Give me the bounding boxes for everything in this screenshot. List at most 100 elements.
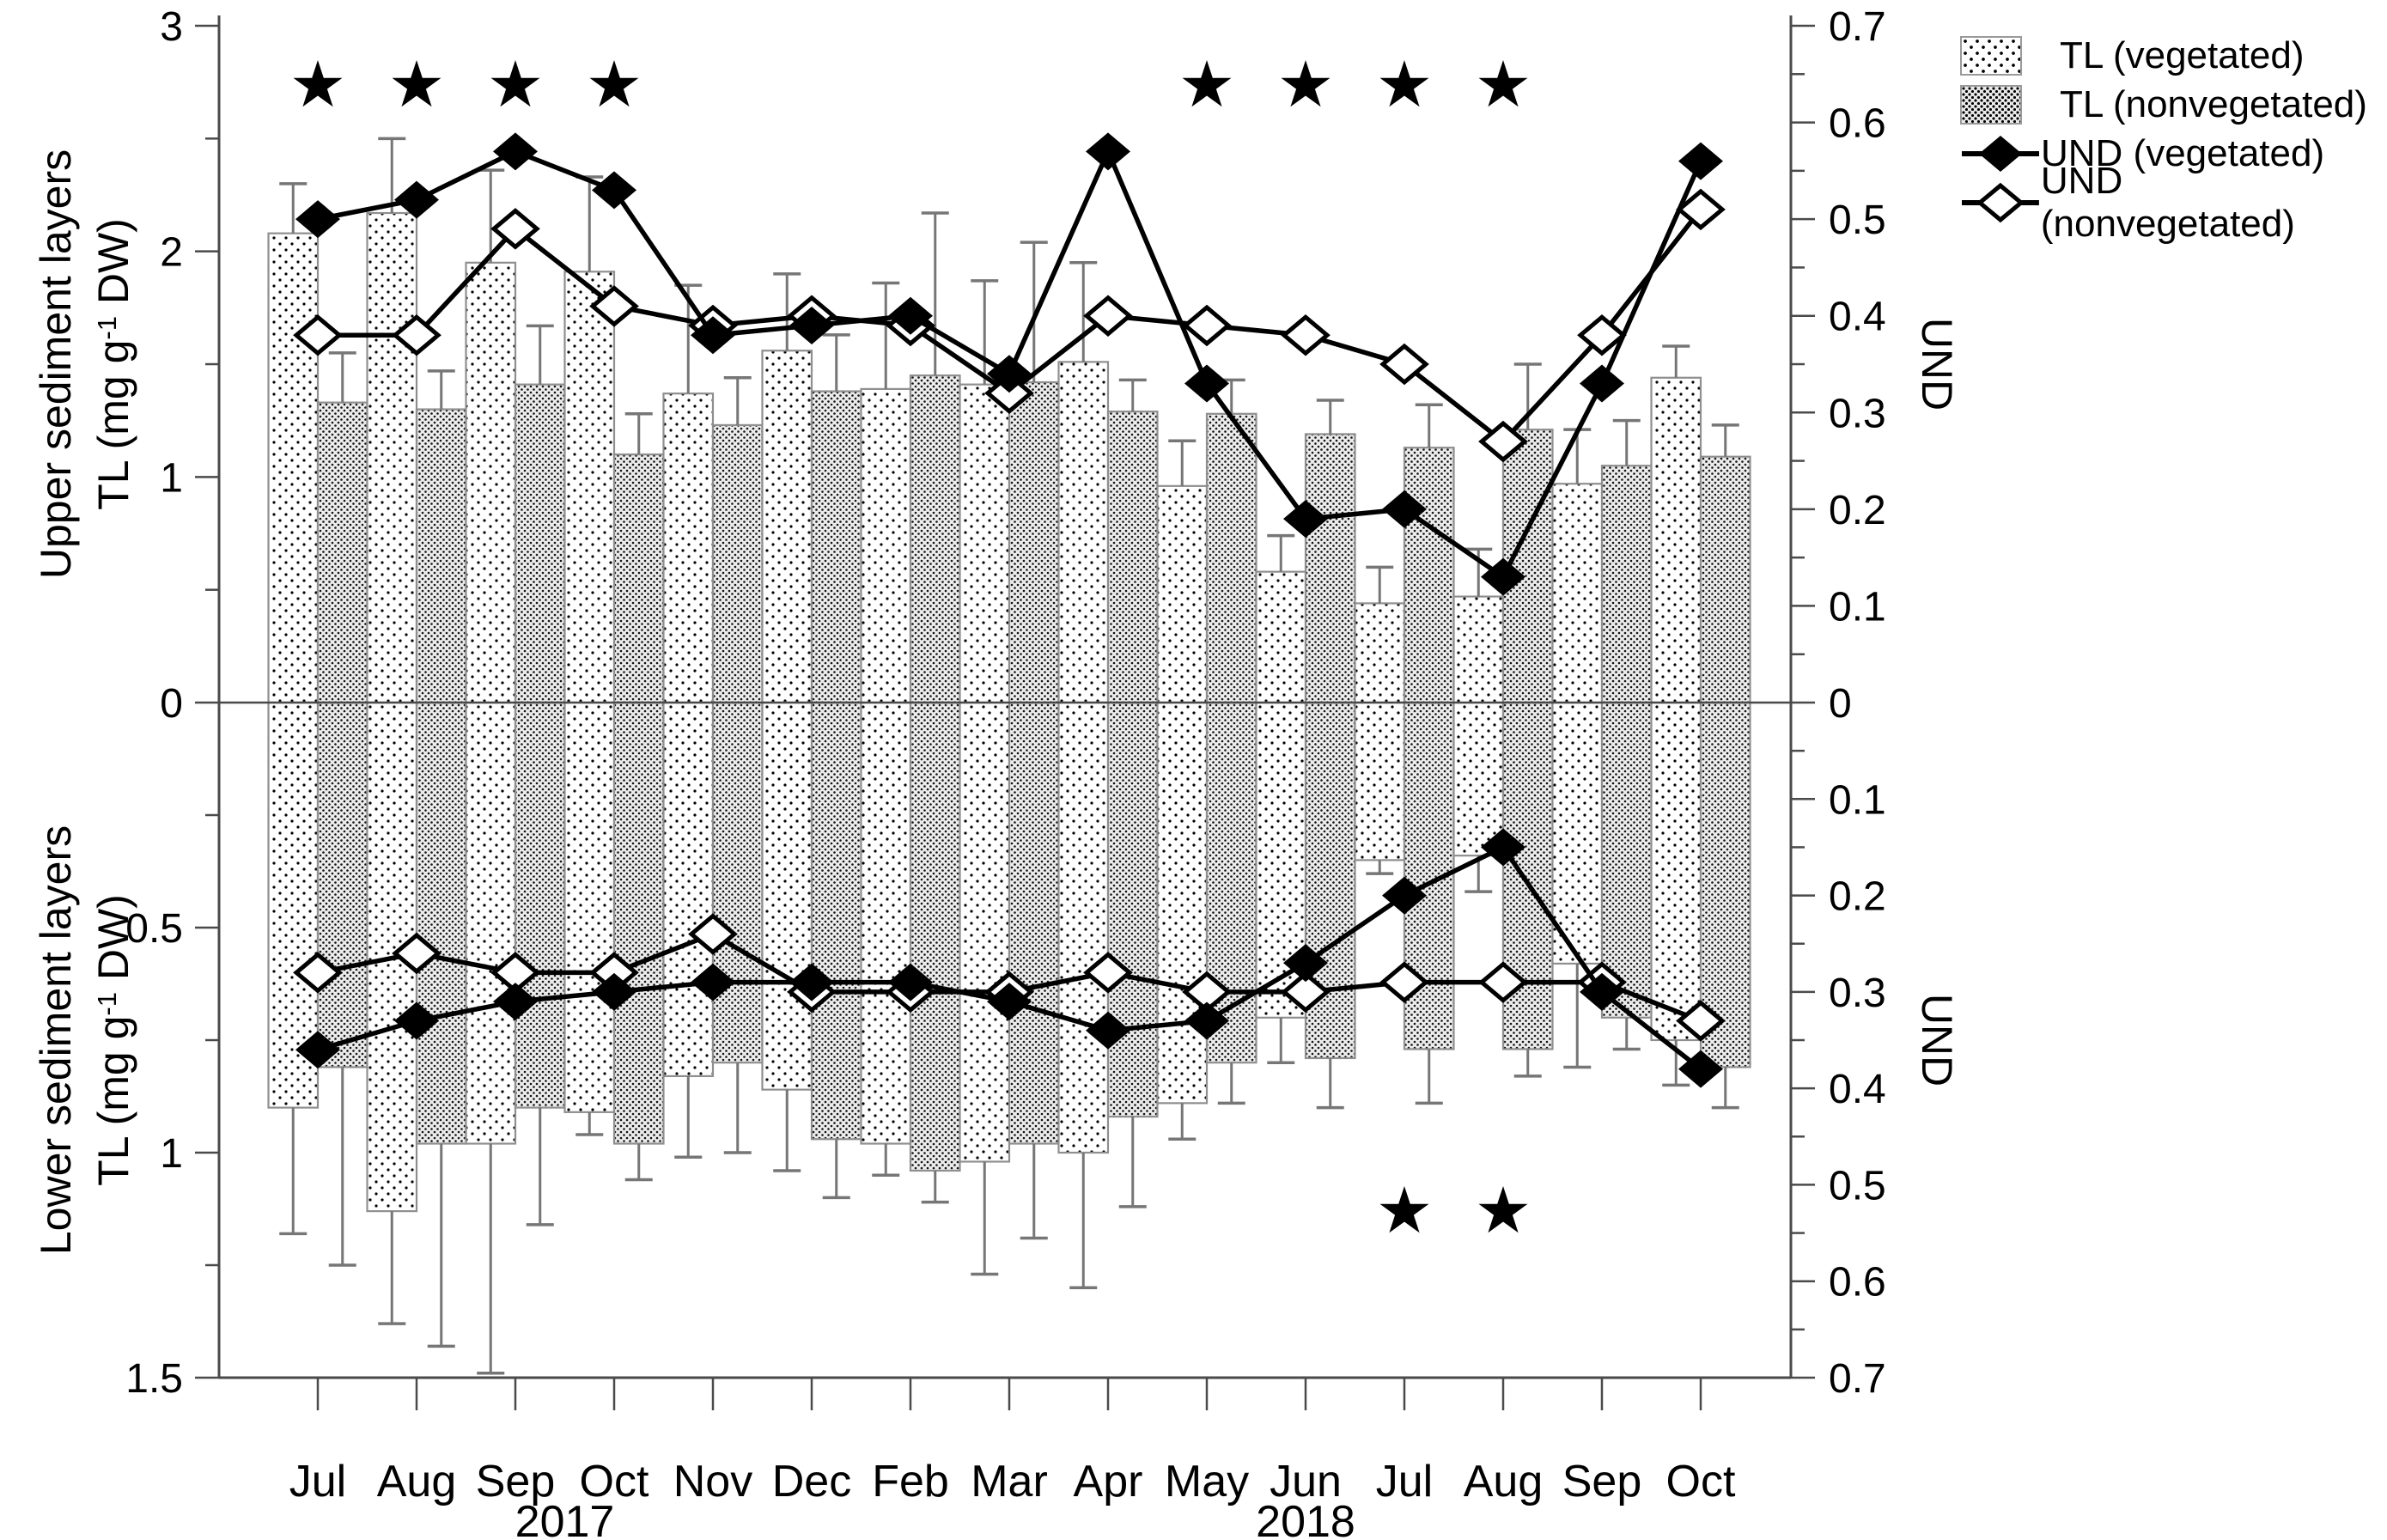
upper-left-tick-label: 0 xyxy=(160,681,183,727)
lower-right-tick-label: 0.5 xyxy=(1829,1163,1886,1208)
bar-lower-tl-vegetated xyxy=(1057,701,1110,1154)
lower-und-vegetated-marker xyxy=(295,1031,340,1069)
upper-und-vegetated-marker xyxy=(1086,132,1130,171)
lower-right-axis-title: UND xyxy=(1913,993,1961,1087)
significance-star-upper xyxy=(1281,60,1331,107)
upper-left-axis-title: Upper sediment layers TL (mg g-1 DW) xyxy=(30,12,137,716)
bar-lower-tl-vegetated xyxy=(1354,701,1406,861)
x-axis-year-label: 2017 xyxy=(515,1497,615,1540)
bar-upper-tl-vegetated xyxy=(366,211,418,704)
lower-und-nonvegetated-marker xyxy=(1379,961,1429,1003)
lower-right-tick-label: 0.3 xyxy=(1829,971,1886,1016)
x-axis-month-label: Mar xyxy=(971,1457,1048,1507)
x-axis-month-label: Sep xyxy=(476,1457,556,1507)
lower-und-vegetated-marker xyxy=(592,972,636,1011)
legend-item-tl-vegetated: TL (vegetated) xyxy=(1960,31,2387,80)
lower-und-nonvegetated-marker xyxy=(392,932,441,975)
bar-upper-tl-nonvegetated xyxy=(1106,411,1159,704)
upper-und-nonvegetated-marker xyxy=(293,313,343,356)
lower-right-tick-label: 0.6 xyxy=(1829,1260,1886,1306)
significance-star-upper xyxy=(293,60,343,107)
x-axis-month-label: Dec xyxy=(772,1457,851,1507)
x-axis-month-label: Oct xyxy=(580,1457,649,1507)
upper-right-tick-label: 0 xyxy=(1829,681,1852,727)
lower-right-tick-label: 0.2 xyxy=(1829,874,1886,920)
upper-left-axis-title-line1: Upper sediment layers xyxy=(32,149,80,580)
x-axis-month-label: Apr xyxy=(1074,1457,1143,1507)
legend-label: UND (nonvegetated) xyxy=(2040,159,2295,245)
lower-und-nonvegetated-marker xyxy=(293,952,343,994)
lower-und-vegetated-marker xyxy=(493,983,538,1021)
upper-right-tick-label: 0.1 xyxy=(1829,584,1886,630)
lower-und-nonvegetated-marker xyxy=(688,913,738,955)
lower-und-vegetated-marker xyxy=(1382,876,1427,915)
bar-lower-tl-nonvegetated xyxy=(1008,701,1060,1145)
upper-right-tick-label: 0.3 xyxy=(1829,391,1886,436)
lower-und-nonvegetated-marker xyxy=(1083,952,1133,994)
bar-lower-tl-vegetated xyxy=(1650,701,1702,1042)
significance-star-upper xyxy=(392,60,441,107)
upper-und-vegetated-marker xyxy=(1283,500,1328,539)
bar-upper-tl-nonvegetated xyxy=(909,374,961,704)
bar-upper-tl-nonvegetated xyxy=(711,423,764,704)
bar-lower-tl-vegetated xyxy=(465,701,517,1145)
upper-right-tick-label: 0.6 xyxy=(1829,101,1886,147)
x-axis-month-label: Nov xyxy=(673,1457,752,1507)
upper-left-tick-label: 2 xyxy=(160,230,183,276)
lower-und-vegetated-marker xyxy=(1481,828,1525,867)
lower-und-vegetated-marker xyxy=(987,983,1032,1021)
bar-upper-tl-vegetated xyxy=(267,232,320,704)
upper-left-axis-title-line2: TL (mg g-1 DW) xyxy=(89,218,137,510)
lower-und-vegetated-marker xyxy=(789,963,834,1001)
lower-right-tick-label: 0.1 xyxy=(1829,777,1886,823)
bar-upper-tl-vegetated xyxy=(1156,484,1209,704)
lower-und-vegetated-marker xyxy=(1580,972,1624,1011)
bar-upper-tl-vegetated xyxy=(1650,376,1702,704)
upper-und-vegetated-marker xyxy=(691,316,735,355)
upper-und-nonvegetated-marker xyxy=(1577,313,1627,356)
legend-item-und-vegetated: UND (vegetated) xyxy=(1960,129,2387,178)
upper-und-vegetated-marker xyxy=(1678,142,1723,180)
upper-right-tick-label: 0.4 xyxy=(1829,295,1886,340)
lower-und-vegetated-marker xyxy=(888,963,933,1001)
lower-und-vegetated-marker xyxy=(394,1001,439,1040)
upper-right-axis-title: UND xyxy=(1913,317,1961,411)
bar-upper-tl-nonvegetated xyxy=(1205,412,1257,704)
significance-star-lower xyxy=(1478,1186,1528,1233)
significance-star-upper xyxy=(1182,60,1232,107)
upper-und-vegetated-marker xyxy=(987,355,1032,393)
bar-upper-tl-nonvegetated xyxy=(612,453,665,704)
significance-star-upper xyxy=(1379,60,1429,107)
filled-diamond-icon xyxy=(1962,135,2039,172)
bar-lower-tl-nonvegetated xyxy=(810,701,862,1141)
bar-lower-tl-vegetated xyxy=(662,701,715,1078)
upper-und-vegetated-marker xyxy=(1382,490,1427,528)
bar-lower-tl-nonvegetated xyxy=(1600,701,1653,1019)
upper-left-tick-label: 3 xyxy=(160,4,183,50)
lower-left-tick-label: 1 xyxy=(160,1131,183,1177)
lower-left-axis-title-line2: TL (mg g-1 DW) xyxy=(89,894,137,1186)
legend-label: TL (nonvegetated) xyxy=(2060,82,2367,125)
lower-und-vegetated-marker xyxy=(1086,1011,1130,1050)
bar-lower-tl-vegetated xyxy=(959,701,1011,1163)
bar-upper-tl-vegetated xyxy=(1057,361,1110,704)
legend-item-tl-nonvegetated: TL (nonvegetated) xyxy=(1960,80,2387,129)
bar-lower-tl-nonvegetated xyxy=(612,701,665,1145)
legend: TL (vegetated) TL (nonvegetated) UND (ve… xyxy=(1960,31,2387,245)
upper-right-tick-label: 0.5 xyxy=(1829,198,1886,243)
lower-und-vegetated-marker xyxy=(1678,1050,1723,1088)
x-axis-month-label: Jun xyxy=(1270,1457,1342,1507)
bar-lower-tl-vegetated xyxy=(860,701,912,1145)
bar-upper-tl-vegetated xyxy=(1354,602,1406,704)
bar-lower-tl-nonvegetated xyxy=(514,701,566,1109)
x-axis-month-label: Jul xyxy=(1376,1457,1433,1507)
significance-star-upper xyxy=(589,60,639,107)
bar-lower-tl-nonvegetated xyxy=(1501,701,1554,1050)
bar-upper-tl-nonvegetated xyxy=(1600,465,1653,704)
legend-item-und-nonvegetated: UND (nonvegetated) xyxy=(1960,160,2387,245)
bar-upper-tl-vegetated xyxy=(860,387,912,704)
bar-lower-tl-vegetated xyxy=(563,701,616,1113)
lower-left-tick-label: 0.5 xyxy=(125,906,183,952)
open-diamond-icon xyxy=(1961,182,2039,222)
